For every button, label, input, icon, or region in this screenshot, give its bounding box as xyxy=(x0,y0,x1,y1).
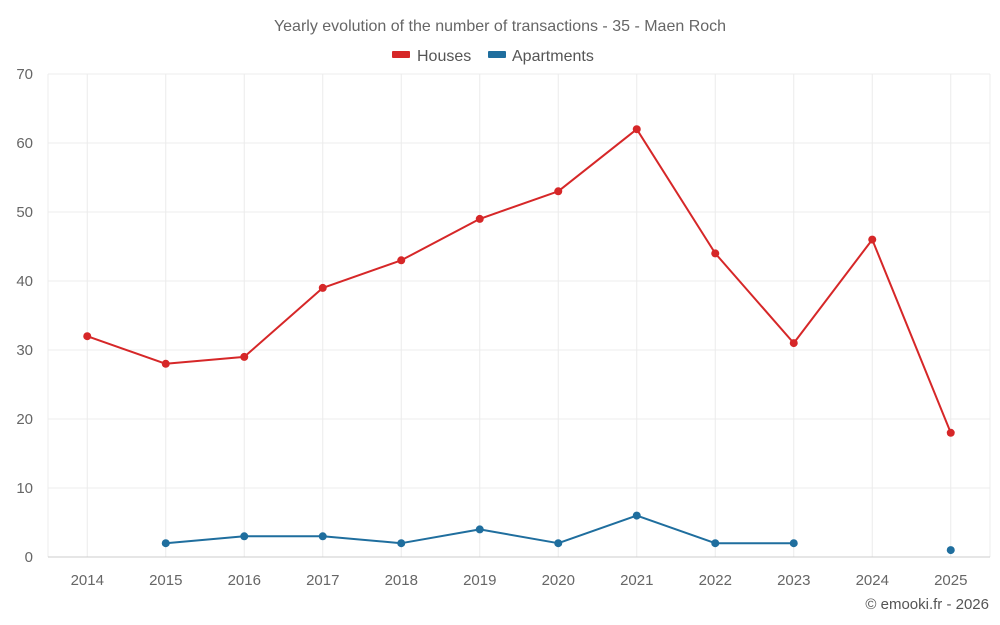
y-tick-label: 70 xyxy=(16,66,33,83)
gridlines xyxy=(47,73,991,557)
houses-point-2025[interactable] xyxy=(946,428,955,437)
x-tick-label: 2017 xyxy=(306,572,339,589)
x-tick-label: 2019 xyxy=(463,572,496,589)
x-tick-label: 2022 xyxy=(699,572,732,589)
apartments-point-2018[interactable] xyxy=(397,539,406,548)
y-tick-label: 50 xyxy=(16,204,33,221)
legend-label-apartments[interactable]: Apartments xyxy=(512,48,594,65)
y-tick-label: 60 xyxy=(16,135,33,152)
series-houses xyxy=(83,125,955,437)
houses-point-2016[interactable] xyxy=(240,352,249,361)
apartments-point-2025[interactable] xyxy=(946,546,955,555)
copyright-footer: © emooki.fr - 2026 xyxy=(865,596,989,613)
x-tick-label: 2025 xyxy=(934,572,967,589)
y-tick-label: 40 xyxy=(16,273,33,290)
legend-label-houses[interactable]: Houses xyxy=(417,48,471,65)
apartments-point-2023[interactable] xyxy=(789,539,798,548)
houses-point-2021[interactable] xyxy=(632,125,641,134)
x-axis: 2014 2015 2016 2017 2018 2019 2020 2021 2022 2023… xyxy=(48,556,990,589)
x-tick-label: 2023 xyxy=(777,572,810,589)
houses-point-2018[interactable] xyxy=(397,256,406,265)
houses-line xyxy=(86,128,952,434)
x-tick-label: 2016 xyxy=(228,572,261,589)
apartments-point-2017[interactable] xyxy=(318,532,327,541)
apartments-point-2019[interactable] xyxy=(475,525,484,534)
series-apartments xyxy=(161,511,955,555)
houses-point-2019[interactable] xyxy=(475,214,484,223)
x-tick-label: 2018 xyxy=(385,572,418,589)
legend-swatch-houses[interactable] xyxy=(392,51,410,58)
y-tick-label: 20 xyxy=(16,411,33,428)
apartments-point-2021[interactable] xyxy=(632,511,641,520)
y-tick-label: 30 xyxy=(16,342,33,359)
houses-point-2020[interactable] xyxy=(554,187,563,196)
houses-point-2017[interactable] xyxy=(318,283,327,292)
houses-point-2023[interactable] xyxy=(789,339,798,348)
x-tick-label: 2024 xyxy=(856,572,889,589)
x-tick-label: 2014 xyxy=(71,572,104,589)
y-axis: 0 10 20 30 40 50 60 70 xyxy=(16,66,33,566)
apartments-point-2015[interactable] xyxy=(161,539,170,548)
x-tick-label: 2015 xyxy=(149,572,182,589)
apartments-point-2022[interactable] xyxy=(711,539,720,548)
series xyxy=(83,125,955,555)
houses-point-2014[interactable] xyxy=(83,332,92,341)
legend: Houses Apartments xyxy=(392,48,594,65)
houses-point-2024[interactable] xyxy=(868,235,877,244)
legend-swatch-apartments[interactable] xyxy=(488,51,506,58)
chart-title: Yearly evolution of the number of transa… xyxy=(274,18,726,35)
houses-point-2022[interactable] xyxy=(711,249,720,258)
apartments-point-2020[interactable] xyxy=(554,539,563,548)
y-tick-label: 0 xyxy=(25,549,33,566)
x-tick-label: 2021 xyxy=(620,572,653,589)
apartments-point-2016[interactable] xyxy=(240,532,249,541)
houses-point-2015[interactable] xyxy=(161,359,170,368)
x-tick-label: 2020 xyxy=(542,572,575,589)
y-tick-label: 10 xyxy=(16,480,33,497)
